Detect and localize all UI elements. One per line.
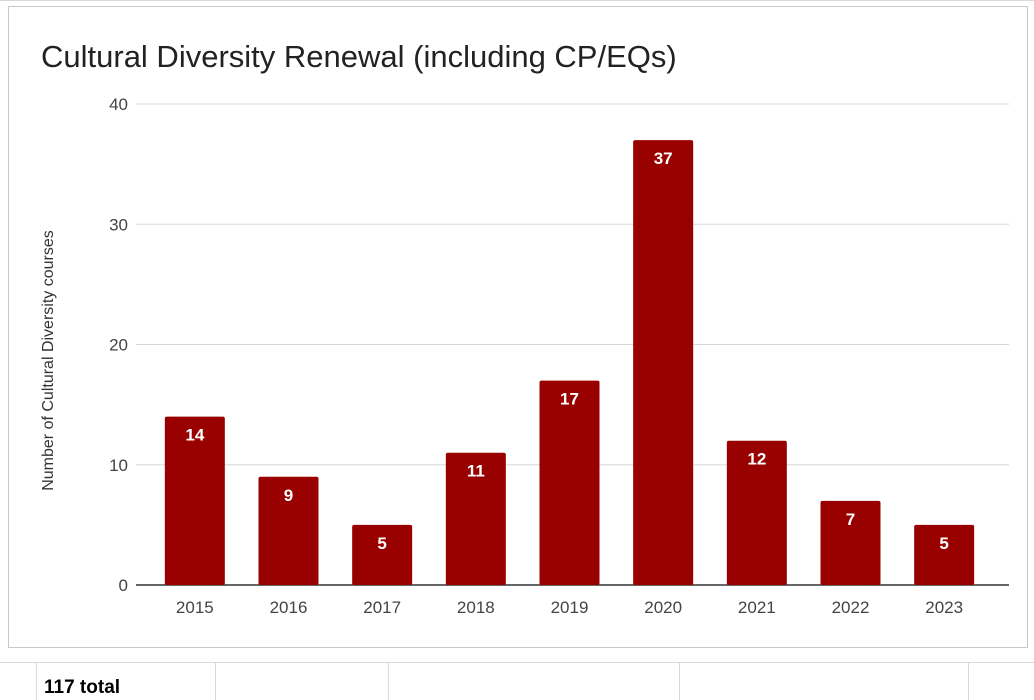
bar-chart: 0 10 20 30 40 Number of Cultural Diversity co… xyxy=(40,95,1009,617)
bar xyxy=(820,500,881,585)
x-tick-label: 2020 xyxy=(644,598,682,617)
data-label: 14 xyxy=(185,426,204,445)
bar xyxy=(633,140,694,585)
y-tick-label: 0 xyxy=(119,576,128,595)
bar xyxy=(352,524,413,585)
chart-title: Cultural Diversity Renewal (including CP… xyxy=(41,39,677,74)
data-label: 5 xyxy=(377,534,386,553)
x-tick-label: 2018 xyxy=(457,598,495,617)
bar xyxy=(726,440,787,585)
data-label: 9 xyxy=(284,486,293,505)
x-tick-label: 2023 xyxy=(925,598,963,617)
y-tick-label: 30 xyxy=(109,215,128,234)
total-cell[interactable]: 117 total xyxy=(44,677,121,698)
data-label: 37 xyxy=(654,149,673,168)
x-tick-label: 2021 xyxy=(738,598,776,617)
sheet-cell-divider xyxy=(679,662,680,700)
x-tick-label: 2022 xyxy=(832,598,870,617)
bar xyxy=(445,452,506,585)
sheet-top-border xyxy=(0,0,1034,5)
data-label: 12 xyxy=(747,450,766,469)
data-label: 5 xyxy=(939,534,948,553)
y-tick-label: 10 xyxy=(109,456,128,475)
bar xyxy=(164,416,225,585)
bar xyxy=(258,476,319,585)
bars xyxy=(164,140,975,585)
data-label: 7 xyxy=(846,510,855,529)
sheet-row-line xyxy=(0,662,1034,663)
chart-container[interactable]: Cultural Diversity Renewal (including CP… xyxy=(8,6,1028,648)
bar xyxy=(539,380,600,585)
bar xyxy=(914,524,975,585)
sheet-cell-divider xyxy=(388,662,389,700)
y-tick-label: 40 xyxy=(109,95,128,114)
x-tick-label: 2017 xyxy=(363,598,401,617)
x-tick-label: 2016 xyxy=(270,598,308,617)
data-label: 17 xyxy=(560,390,579,409)
data-label: 11 xyxy=(467,462,485,481)
gridlines xyxy=(136,103,1009,466)
y-axis-title: Number of Cultural Diversity courses xyxy=(40,230,57,491)
x-tick-label: 2015 xyxy=(176,598,214,617)
x-tick-label: 2019 xyxy=(551,598,589,617)
sheet-cell-divider xyxy=(215,662,216,700)
labels: 14 2015 9 2016 5 2017 11 2018 17 2019 37 2020 12 2021… xyxy=(176,149,963,617)
sheet-cell-divider xyxy=(968,662,969,700)
sheet-cell-divider xyxy=(36,662,37,700)
y-tick-label: 20 xyxy=(109,336,128,355)
